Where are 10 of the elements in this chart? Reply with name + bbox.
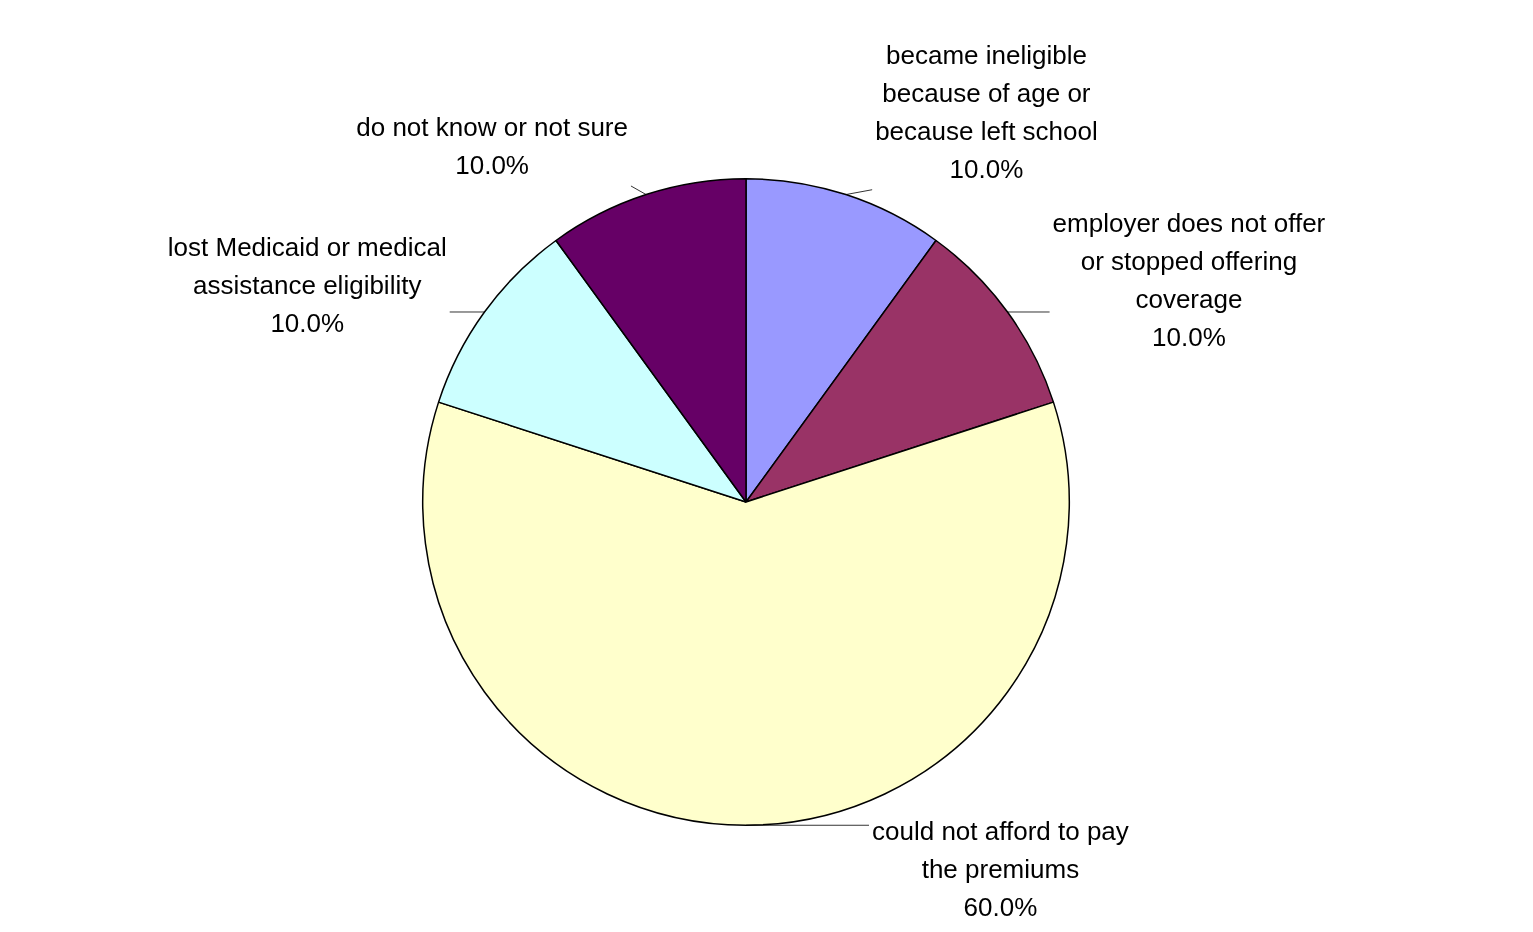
slice-label: lost Medicaid or medical assistance eligibility xyxy=(167,231,447,300)
data-label: 10.0% xyxy=(1152,321,1226,352)
slice-label: employer does not offer or stopped offering coverage xyxy=(1052,207,1326,314)
slice-label: could not afford to pay the premiums xyxy=(871,816,1129,885)
data-label: 10.0% xyxy=(270,307,345,338)
data-label: 10.0% xyxy=(455,150,529,181)
slice-label: became ineligible because of age or because left school xyxy=(875,39,1098,146)
data-label: 60.0% xyxy=(963,892,1038,923)
slice-label: do not know or not sure xyxy=(356,112,628,143)
data-label: 10.0% xyxy=(949,153,1024,184)
